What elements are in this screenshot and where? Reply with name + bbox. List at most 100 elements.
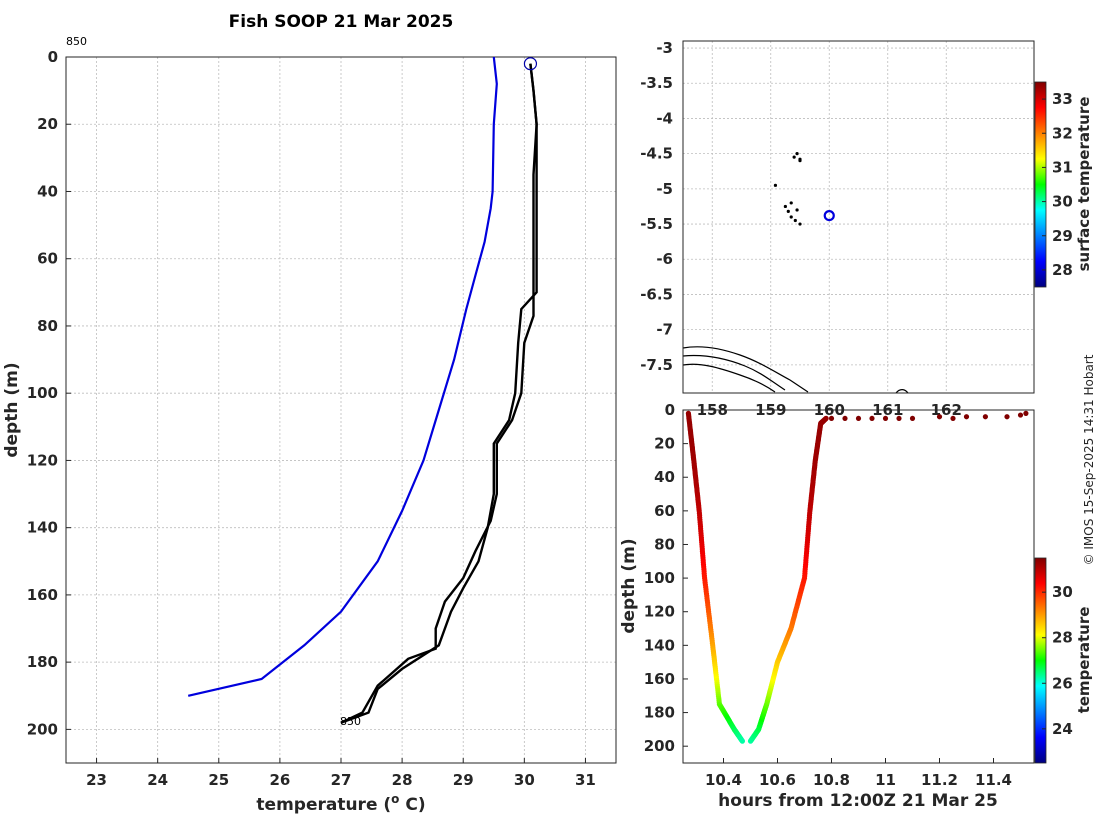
map-islands xyxy=(773,152,802,226)
time-y-tick-label: 180 xyxy=(644,704,675,722)
time-y-tick-label: 140 xyxy=(644,636,675,654)
map-y-tick-label: -3.5 xyxy=(640,74,673,92)
profile-x-label-tail: C) xyxy=(399,795,425,815)
time-x-tick-label: 10.6 xyxy=(759,771,796,789)
island-dot xyxy=(795,152,799,156)
surface-point xyxy=(855,415,862,422)
island-dot xyxy=(792,155,796,159)
time-y-tick-label: 20 xyxy=(654,435,675,453)
y-tick-label: 200 xyxy=(27,720,58,738)
map-y-tick-label: -4 xyxy=(656,109,673,127)
time-y-tick-label: 200 xyxy=(644,737,675,755)
colorbar-tick-label: 31 xyxy=(1052,158,1073,176)
surface-point xyxy=(828,415,835,422)
map-panel: 158 159 160 161 162 -3-3.5-4-4.5-5-5.5-6-6.5… xyxy=(640,39,1093,419)
chart-title: Fish SOOP 21 Mar 2025 xyxy=(229,12,454,32)
time-depth-frame xyxy=(682,409,1035,764)
y-tick-label: 120 xyxy=(27,451,58,469)
island-dot xyxy=(786,209,790,213)
surface-point xyxy=(1017,412,1024,418)
y-tick-label: 140 xyxy=(27,519,58,537)
x-tick-label: 24 xyxy=(147,771,168,789)
map-y-tick-label: -7 xyxy=(656,321,673,339)
credit-text: © IMOS 15-Sep-2025 14:31 Hobart xyxy=(1082,354,1096,565)
time-x-label: hours from 12:00Z 21 Mar 25 xyxy=(718,791,998,811)
time-x-tick-label: 11.4 xyxy=(975,771,1012,789)
map-y-tick-label: -3 xyxy=(656,39,673,57)
time-y-tick-label: 80 xyxy=(654,535,675,553)
island-dot xyxy=(783,204,787,209)
x-tick-label: 30 xyxy=(514,771,535,789)
annotation-end: 850 xyxy=(340,715,361,728)
coastline-south-1 xyxy=(682,346,809,393)
map-y-tick-label: -6 xyxy=(656,250,673,268)
annotation-top: 850 xyxy=(66,35,87,48)
map-y-tick-label: -5.5 xyxy=(640,215,673,233)
colorbar-tick-label: 28 xyxy=(1052,629,1073,647)
profile-x-label: temperature (o C) xyxy=(256,792,425,815)
colorbar-tick-label: 30 xyxy=(1052,583,1073,601)
colorbar-tick-label: 26 xyxy=(1052,674,1073,692)
profile-x-label-main: temperature ( xyxy=(256,795,391,815)
profile-start-marker xyxy=(523,57,538,71)
series-line-profile-up xyxy=(340,63,538,724)
colorbar-tick-label: 24 xyxy=(1052,720,1073,738)
y-tick-label: 80 xyxy=(37,317,58,335)
time-y-tick-label: 120 xyxy=(644,603,675,621)
map-coastline xyxy=(682,346,909,394)
y-tick-label: 20 xyxy=(37,115,58,133)
x-tick-label: 27 xyxy=(331,771,352,789)
profile-y-label: depth (m) xyxy=(2,362,22,457)
track-point xyxy=(823,415,829,421)
time-y-tick-label: 100 xyxy=(644,569,675,587)
colorbar-tick-label: 28 xyxy=(1052,261,1073,279)
time-y-label: depth (m) xyxy=(619,538,639,633)
x-tick-label: 28 xyxy=(392,771,413,789)
y-tick-label: 180 xyxy=(27,653,58,671)
y-tick-label: 0 xyxy=(48,48,58,66)
y-tick-label: 60 xyxy=(37,250,58,268)
surface-point xyxy=(909,415,916,422)
surface-point xyxy=(882,415,889,422)
temperature-colorbar-label: temperature xyxy=(1075,607,1093,714)
location-marker xyxy=(823,209,835,222)
surface-point xyxy=(869,415,875,422)
surface-temp-colorbar xyxy=(1034,81,1047,288)
surface-point xyxy=(963,414,970,420)
temperature-colorbar xyxy=(1034,557,1047,764)
time-depth-panel: 10.4 10.6 10.8 11 11.2 11.4 0 20 40 60 80 100 120 14… xyxy=(619,401,1093,811)
map-y-ticks: -3 -3.5 -4 -4.5 -5 -5.5 -6 -6.5 -7 -7.5 xyxy=(640,39,673,374)
map-y-tick-label: -5 xyxy=(656,180,673,198)
series-line-climatology xyxy=(187,56,498,697)
surface-point xyxy=(842,415,848,422)
y-tick-label: 160 xyxy=(27,586,58,604)
map-y-tick-label: -7.5 xyxy=(640,356,673,374)
x-tick-label: 23 xyxy=(86,771,107,789)
surface-point xyxy=(896,415,902,422)
island-dot xyxy=(789,201,793,205)
surface-point xyxy=(1004,414,1010,420)
surface-point xyxy=(936,414,943,420)
colorbar-tick-label: 29 xyxy=(1052,227,1073,245)
colorbar-tick-label: 32 xyxy=(1052,124,1073,142)
map-grid xyxy=(683,41,1034,393)
profile-x-ticks: 23 24 25 26 27 28 29 30 31 xyxy=(86,758,596,789)
time-x-tick-label: 10.4 xyxy=(705,771,742,789)
map-y-tick-label: -6.5 xyxy=(640,285,673,303)
island-dot xyxy=(798,222,802,226)
x-tick-label: 25 xyxy=(208,771,229,789)
time-y-tick-label: 160 xyxy=(644,670,675,688)
surface-temp-colorbar-label: surface temperature xyxy=(1075,97,1093,272)
map-y-tick-label: -4.5 xyxy=(640,145,673,163)
y-tick-label: 100 xyxy=(27,384,58,402)
island-dot xyxy=(789,215,793,219)
profile-x-label-sup: o xyxy=(391,792,399,806)
y-tick-label: 40 xyxy=(37,182,58,200)
island-dot xyxy=(773,183,778,187)
series-line-profile-down xyxy=(340,63,538,724)
island-dot xyxy=(795,208,799,212)
time-depth-points xyxy=(685,410,1029,744)
profile-panel: Fish SOOP 21 Mar 2025 23 24 25 26 27 28 29 30 31… xyxy=(2,12,617,815)
colorbar-tick-label: 30 xyxy=(1052,193,1073,211)
time-y-tick-label: 60 xyxy=(654,502,675,520)
